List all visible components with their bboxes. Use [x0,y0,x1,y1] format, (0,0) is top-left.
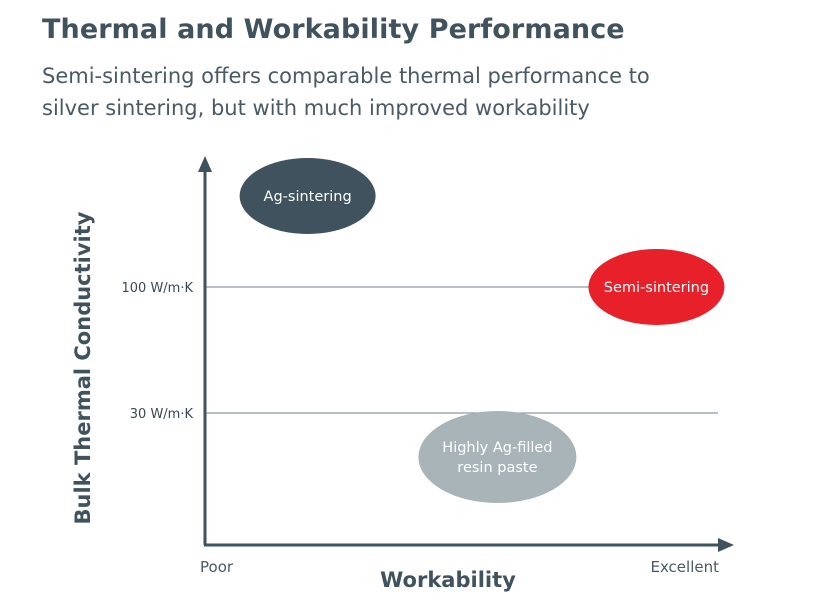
y-tick-label-0: 100 W/m·K [122,281,194,296]
data-point-label-0-0: Ag-sintering [264,189,352,205]
x-axis-arrowhead [718,538,734,552]
data-point-label-2-1: resin paste [457,460,537,476]
subtitle-line-1: Semi-sintering offers comparable thermal… [42,64,650,88]
data-point-label-2-0: Highly Ag-filled [442,440,552,456]
chart-title: Thermal and Workability Performance [42,14,625,45]
subtitle-line-2: silver sintering, but with much improved… [42,96,590,120]
x-axis-title: Workability [380,568,516,592]
data-point-bubble-1 [588,249,725,325]
data-points: Ag-sintering Semi-sintering Highly Ag-fill… [239,158,725,503]
y-axis-title: Bulk Thermal Conductivity [71,211,95,524]
y-tick-labels: 100 W/m·K 30 W/m·K [122,281,194,422]
data-point-bubble-2 [418,411,577,503]
x-tick-label-1: Excellent [650,558,719,576]
x-tick-label-0: Poor [200,558,234,576]
data-point-label-1-0: Semi-sintering [604,280,709,296]
y-tick-label-1: 30 W/m·K [130,407,194,422]
data-point-1: Semi-sintering [588,249,725,325]
axes [198,156,734,552]
x-tick-labels: Poor Excellent [200,558,719,576]
data-point-bubble-0 [239,158,376,234]
chart-subtitle: Semi-sintering offers comparable thermal… [42,60,742,124]
data-point-2: Highly Ag-filled resin paste [418,411,577,503]
y-axis-arrowhead [198,156,212,172]
data-point-0: Ag-sintering [239,158,376,234]
